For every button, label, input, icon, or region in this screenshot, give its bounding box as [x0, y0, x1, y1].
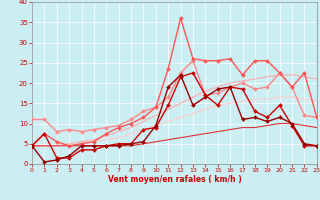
X-axis label: Vent moyen/en rafales ( km/h ): Vent moyen/en rafales ( km/h ) — [108, 175, 241, 184]
